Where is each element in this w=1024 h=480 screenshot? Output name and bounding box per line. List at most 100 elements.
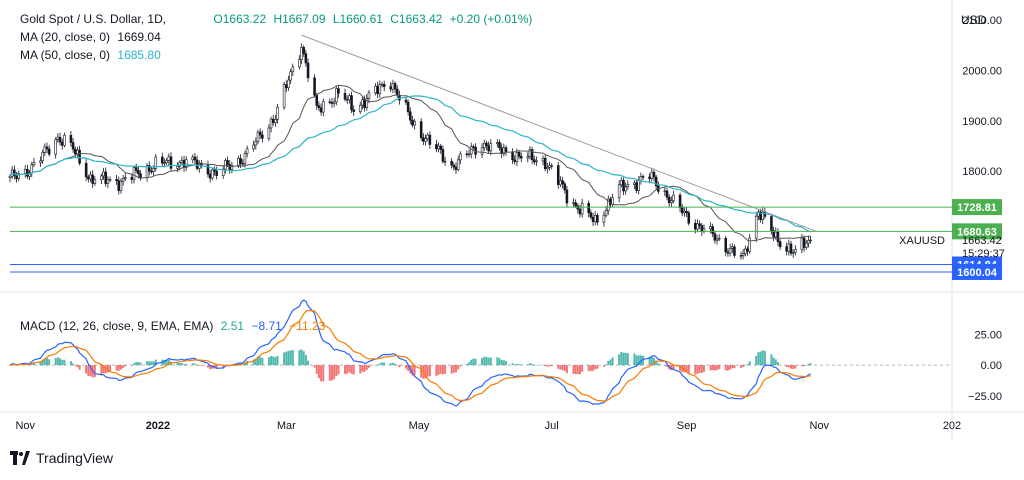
macd-histogram-bar xyxy=(561,365,564,371)
macd-histogram-bar xyxy=(39,361,42,366)
macd-histogram-bar xyxy=(474,358,477,366)
candle-body xyxy=(809,239,812,242)
macd-histogram-bar xyxy=(602,365,605,367)
candle-body xyxy=(406,101,410,113)
macd-histogram-bar xyxy=(439,365,442,374)
candle-body xyxy=(754,215,758,239)
macd-histogram-bar xyxy=(792,365,795,369)
macd-histogram-bar xyxy=(592,365,595,371)
candle-body xyxy=(332,101,336,104)
candle-body xyxy=(496,142,499,144)
macd-histogram-bar xyxy=(731,365,734,369)
candle-body xyxy=(84,162,88,178)
macd-tick-label: 25.00 xyxy=(974,330,1002,342)
macd-histogram-bar xyxy=(663,365,666,366)
macd-histogram-bar xyxy=(505,361,507,366)
candle-body xyxy=(298,59,301,68)
macd-histogram-bar xyxy=(267,357,270,366)
macd-histogram-bar xyxy=(359,365,362,374)
candle-body xyxy=(274,119,277,124)
macd-histogram-bar xyxy=(344,365,347,374)
macd-histogram-bar xyxy=(774,359,777,366)
candle-body xyxy=(167,156,171,161)
candle-body xyxy=(504,147,508,153)
candle-body xyxy=(89,174,92,180)
candle-body xyxy=(47,148,51,155)
candle-body xyxy=(256,131,260,142)
candle-body xyxy=(241,163,245,165)
candle-body xyxy=(467,153,471,156)
legend-ma20-row[interactable]: MA (20, close, 0) 1669.04 xyxy=(20,29,165,45)
candle-body xyxy=(130,177,134,180)
macd-histogram-bar xyxy=(535,365,538,366)
macd-histogram-bar xyxy=(455,365,457,373)
macd-histogram-bar xyxy=(289,350,292,366)
price-tick-label: 2000.00 xyxy=(962,65,1002,77)
candle-body xyxy=(302,47,305,54)
candle-body xyxy=(258,131,262,136)
macd-histogram-bar xyxy=(565,365,568,374)
candle-body xyxy=(150,170,153,173)
candle-body xyxy=(152,168,155,172)
macd-histogram-bar xyxy=(713,365,716,371)
candle-body xyxy=(591,216,595,222)
candle-body xyxy=(93,179,97,184)
candle-body xyxy=(711,226,714,234)
macd-histogram-bar xyxy=(776,362,779,366)
macd-histogram-bar xyxy=(550,365,553,367)
footer-branding[interactable]: TradingView xyxy=(10,450,113,466)
macd-histogram-bar xyxy=(183,364,186,366)
macd-histogram-bar xyxy=(109,365,112,372)
candle-body xyxy=(435,144,438,150)
macd-histogram-bar xyxy=(335,365,338,376)
candle-body xyxy=(358,104,362,112)
candle-body xyxy=(513,159,516,162)
candle-body xyxy=(535,160,538,163)
legend-ma50-row[interactable]: MA (50, close, 0) 1685.80 xyxy=(20,47,165,63)
macd-histogram-bar xyxy=(361,365,364,372)
macd-histogram-bar xyxy=(531,364,534,366)
candle-body xyxy=(363,99,366,109)
candle-body xyxy=(393,83,397,90)
candle-body xyxy=(147,165,151,172)
candle-body xyxy=(389,86,392,90)
macd-histogram-bar xyxy=(139,362,142,366)
candle-body xyxy=(352,109,356,112)
candle-body xyxy=(161,156,164,164)
candle-body xyxy=(350,95,353,111)
candle-body xyxy=(785,246,788,252)
candle-body xyxy=(443,160,447,163)
candle-body xyxy=(574,202,577,207)
macd-histogram-bar xyxy=(733,365,736,369)
macd-histogram-bar xyxy=(718,365,721,370)
candle-body xyxy=(78,149,81,164)
legend-macd-row[interactable]: MACD (12, 26, close, 9, EMA, EMA) 2.51 −… xyxy=(20,318,329,334)
candle-body xyxy=(683,210,686,214)
candle-body xyxy=(169,156,173,169)
candle-body xyxy=(622,180,625,192)
candle-body xyxy=(69,135,73,143)
candle-body xyxy=(715,238,719,241)
macd-histogram-bar xyxy=(363,365,366,372)
macd-histogram-bar xyxy=(605,364,608,366)
macd-histogram-bar xyxy=(533,364,536,366)
macd-histogram-bar xyxy=(287,350,290,366)
macd-histogram-bar xyxy=(154,359,157,366)
currency-label: USD xyxy=(961,13,987,27)
candle-body xyxy=(441,149,445,162)
candle-body xyxy=(180,159,184,163)
candle-body xyxy=(165,160,168,164)
candle-body xyxy=(424,138,427,142)
candle-body xyxy=(787,243,791,252)
macd-histogram-bar xyxy=(285,351,288,366)
macd-histogram-bar xyxy=(163,359,166,366)
macd-histogram-bar xyxy=(367,365,370,368)
candle-body xyxy=(58,136,62,143)
candle-body xyxy=(650,171,654,179)
candle-body xyxy=(32,162,36,166)
macd-histogram-bar xyxy=(376,364,379,366)
candle-body xyxy=(419,121,423,138)
macd-histogram-bar xyxy=(459,365,462,367)
candle-body xyxy=(178,162,181,167)
